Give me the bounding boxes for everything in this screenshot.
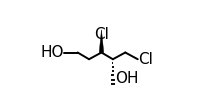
Text: Cl: Cl	[94, 27, 108, 42]
Text: Cl: Cl	[137, 52, 152, 67]
Text: HO: HO	[40, 45, 63, 60]
Polygon shape	[99, 30, 103, 52]
Text: OH: OH	[114, 71, 138, 86]
